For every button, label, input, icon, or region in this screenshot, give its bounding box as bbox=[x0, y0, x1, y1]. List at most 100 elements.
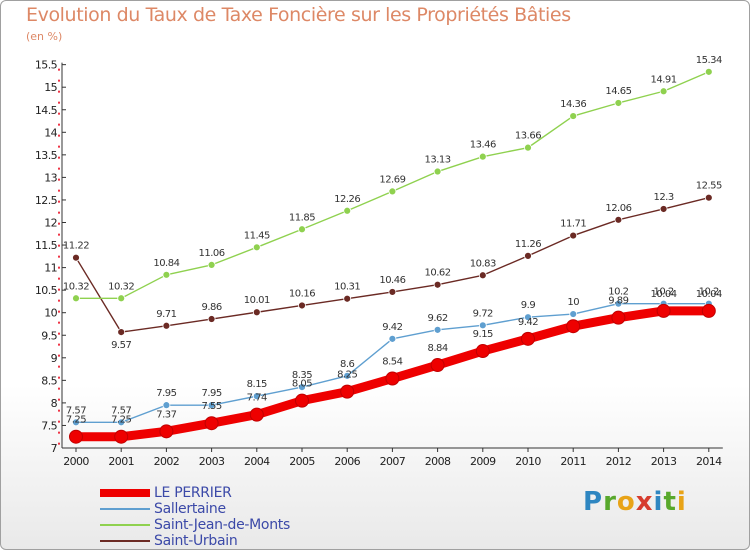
data-point bbox=[385, 371, 400, 386]
data-label: 9.9 bbox=[521, 300, 536, 311]
data-label: 12.26 bbox=[334, 194, 360, 205]
x-tick-label: 2005 bbox=[289, 455, 315, 468]
data-label: 8.6 bbox=[340, 359, 355, 370]
legend-swatch bbox=[100, 524, 150, 526]
data-point bbox=[298, 383, 306, 392]
data-label: 8.05 bbox=[292, 379, 312, 390]
data-label: 10.2 bbox=[699, 287, 719, 298]
data-label: 11.85 bbox=[289, 212, 315, 223]
legend-swatch bbox=[100, 489, 150, 497]
data-point bbox=[478, 271, 487, 280]
y-tick-label: 8 bbox=[51, 397, 58, 410]
data-point bbox=[569, 310, 578, 318]
y-tick-label: 11.5 bbox=[35, 239, 58, 252]
x-tick-label: 2013 bbox=[651, 455, 677, 468]
x-tick-label: 2010 bbox=[515, 455, 541, 468]
data-label: 7.95 bbox=[201, 388, 221, 399]
data-label: 10.2 bbox=[653, 287, 673, 298]
data-point bbox=[343, 371, 352, 380]
data-point bbox=[207, 260, 216, 269]
data-label: 7.37 bbox=[156, 409, 176, 420]
data-point bbox=[569, 231, 578, 240]
x-tick-label: 2003 bbox=[199, 455, 225, 468]
x-tick-label: 2007 bbox=[380, 455, 406, 468]
data-label: 11.06 bbox=[199, 248, 225, 259]
data-point bbox=[117, 328, 126, 336]
data-point bbox=[343, 206, 352, 215]
logo-letter: i bbox=[676, 487, 687, 517]
data-point bbox=[340, 384, 355, 399]
data-label: 9.42 bbox=[518, 317, 538, 328]
data-label: 12.06 bbox=[605, 203, 631, 214]
data-point bbox=[659, 87, 668, 96]
y-tick-label: 7.5 bbox=[41, 419, 57, 432]
logo-letter: r bbox=[603, 487, 617, 517]
data-point bbox=[207, 401, 216, 410]
data-point bbox=[72, 418, 80, 427]
data-label: 12.3 bbox=[653, 192, 673, 203]
data-label: 7.25 bbox=[111, 415, 131, 426]
data-label: 10.46 bbox=[379, 275, 405, 286]
logo-letter: P bbox=[583, 487, 604, 517]
data-label: 8.25 bbox=[337, 370, 357, 381]
data-label: 10.31 bbox=[334, 282, 360, 293]
legend-label: Saint-Urbain bbox=[154, 533, 238, 549]
y-tick-label: 12.5 bbox=[35, 194, 58, 207]
data-label: 7.25 bbox=[66, 415, 86, 426]
data-label: 9.89 bbox=[608, 296, 628, 307]
data-label: 8.84 bbox=[427, 343, 447, 354]
data-point bbox=[478, 152, 487, 161]
data-label: 8.35 bbox=[292, 370, 312, 381]
data-label: 10.32 bbox=[108, 281, 134, 292]
x-tick-label: 2012 bbox=[606, 455, 632, 468]
data-label: 10.32 bbox=[63, 281, 89, 292]
data-point bbox=[252, 308, 261, 317]
data-point bbox=[614, 215, 623, 224]
legend-swatch bbox=[100, 508, 150, 510]
legend-swatch bbox=[100, 540, 150, 542]
y-tick-label: 13 bbox=[44, 171, 57, 184]
logo-letter: o bbox=[616, 487, 636, 517]
x-tick-label: 2000 bbox=[63, 455, 89, 468]
data-label: 10.04 bbox=[651, 289, 677, 300]
y-tick-label: 9 bbox=[51, 352, 58, 365]
x-tick-label: 2011 bbox=[560, 455, 586, 468]
data-point bbox=[252, 392, 261, 401]
data-point bbox=[72, 253, 80, 262]
data-label: 10.04 bbox=[696, 289, 722, 300]
y-tick-label: 14.5 bbox=[35, 104, 58, 117]
data-label: 10 bbox=[567, 297, 579, 308]
data-label: 10.62 bbox=[425, 268, 451, 279]
data-label: 11.71 bbox=[560, 219, 586, 230]
proxiti-logo: Proxiti bbox=[583, 487, 687, 517]
data-point bbox=[614, 299, 623, 308]
data-label: 9.57 bbox=[111, 340, 131, 351]
y-tick-label: 7 bbox=[51, 442, 58, 455]
data-point bbox=[117, 294, 126, 303]
data-point bbox=[611, 310, 626, 325]
data-label: 10.84 bbox=[153, 258, 179, 269]
data-point bbox=[569, 112, 578, 120]
data-label: 9.15 bbox=[473, 329, 493, 340]
data-point bbox=[207, 315, 216, 323]
data-point bbox=[433, 167, 442, 176]
data-point bbox=[521, 331, 535, 346]
data-point bbox=[478, 321, 487, 330]
legend-label: LE PERRIER bbox=[154, 485, 232, 501]
x-tick-label: 2001 bbox=[108, 455, 134, 468]
x-tick-label: 2006 bbox=[334, 455, 360, 468]
data-label: 11.22 bbox=[63, 241, 89, 252]
data-label: 9.62 bbox=[427, 313, 447, 324]
data-point bbox=[252, 243, 261, 252]
x-tick-label: 2009 bbox=[470, 455, 496, 468]
data-point bbox=[524, 143, 532, 152]
data-label: 9.72 bbox=[473, 308, 493, 319]
data-label: 12.69 bbox=[379, 174, 405, 185]
data-point bbox=[162, 321, 171, 330]
data-point bbox=[433, 280, 442, 289]
logo-letter: x bbox=[635, 487, 654, 517]
data-label: 9.71 bbox=[156, 309, 176, 320]
data-point bbox=[704, 193, 713, 202]
data-point bbox=[656, 303, 671, 318]
